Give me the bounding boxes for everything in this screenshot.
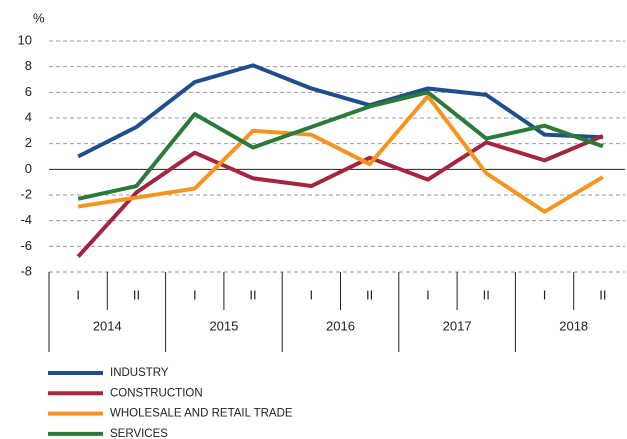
data-line (77, 94, 604, 214)
y-tick-label: 8 (25, 58, 32, 73)
group-label: 2014 (93, 318, 122, 333)
x-tick-label: II (249, 287, 256, 302)
x-tick-label: II (599, 287, 606, 302)
group-label: 2017 (443, 318, 472, 333)
x-tick-label: II (133, 287, 140, 302)
x-tick-label: II (483, 287, 490, 302)
y-tick-label: -2 (20, 186, 32, 201)
y-tick-label: 10 (18, 32, 32, 47)
legend-label: INDUSTRY (110, 367, 169, 379)
group-label: 2015 (209, 318, 238, 333)
x-tick-label: I (426, 287, 430, 302)
y-tick-label: -6 (20, 238, 32, 253)
x-tick-label: I (310, 287, 314, 302)
x-tick-label: I (76, 287, 80, 302)
y-tick-label: -8 (20, 263, 32, 278)
y-tick-label: -4 (20, 212, 32, 227)
y-tick-label: 6 (25, 84, 32, 99)
y-tick-label: 0 (25, 161, 32, 176)
data-line (77, 63, 603, 159)
group-label: 2018 (559, 318, 588, 333)
y-tick-label: 2 (25, 135, 32, 150)
x-tick-label: I (543, 287, 547, 302)
legend-label: CONSTRUCTION (110, 387, 203, 399)
y-unit: % (33, 10, 45, 25)
legend-label: SERVICES (110, 428, 168, 439)
y-tick-label: 4 (25, 109, 32, 124)
x-tick-label: II (366, 287, 373, 302)
legend-label: WHOLESALE AND RETAIL TRADE (110, 408, 293, 420)
group-label: 2016 (326, 318, 355, 333)
x-tick-label: I (193, 287, 197, 302)
data-line (77, 90, 604, 201)
data-line (76, 134, 604, 258)
